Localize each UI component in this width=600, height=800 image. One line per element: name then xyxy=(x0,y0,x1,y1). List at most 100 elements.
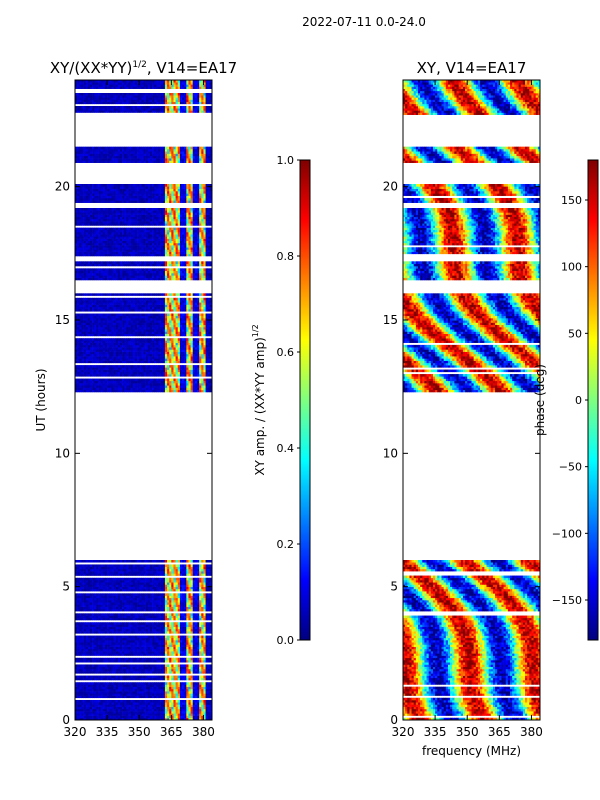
panel-amp-cell xyxy=(113,365,116,368)
panel-amp-cell xyxy=(190,568,194,572)
panel-amp-cell xyxy=(79,708,82,712)
panel-amp-cell xyxy=(113,668,116,672)
panel-amp-cell xyxy=(137,602,140,605)
panel-amp-cell xyxy=(152,626,155,630)
panel-amp-cell xyxy=(98,349,101,352)
panel-amp-title-main: XY/(XX*YY) xyxy=(50,59,133,77)
panel-amp-cell xyxy=(192,708,196,712)
panel-amp-cell xyxy=(134,624,138,627)
panel-amp-cell xyxy=(117,664,121,667)
panel-amp-cell xyxy=(100,706,104,710)
panel-amp-cell xyxy=(79,668,82,672)
panel-amp-cell xyxy=(184,617,187,621)
panel-amp-cell xyxy=(158,651,161,654)
panel-amp-cell xyxy=(149,349,153,352)
panel-amp-cell xyxy=(173,573,176,576)
panel-amp-cell xyxy=(109,568,112,572)
panel-amp-cell xyxy=(143,602,146,605)
panel-amp-cell xyxy=(77,644,80,647)
panel-amp-cell xyxy=(179,637,183,641)
panel-amp-cell xyxy=(92,715,95,719)
panel-amp-cell xyxy=(149,617,153,621)
panel-amp-cell xyxy=(134,604,138,607)
panel-amp-cell xyxy=(177,577,181,581)
panel-amp-cell xyxy=(104,566,108,570)
panel-amp-cell xyxy=(107,593,110,596)
panel-amp-cell xyxy=(188,711,191,714)
panel-amp-cell xyxy=(81,671,84,674)
panel-amp-cell xyxy=(152,682,155,685)
panel-amp-cell xyxy=(94,677,97,681)
panel-amp-cell xyxy=(94,715,97,719)
panel-amp-cell xyxy=(205,374,209,377)
panel-amp-cell xyxy=(164,371,168,375)
panel-amp-cell xyxy=(81,560,84,563)
panel-amp-cell xyxy=(156,617,159,621)
panel-amp-cell xyxy=(122,668,125,672)
panel-amp-cell xyxy=(92,560,95,563)
panel-amp-cell xyxy=(85,349,89,352)
panel-amp-cell xyxy=(92,351,95,355)
panel-amp-cell xyxy=(102,566,106,570)
panel-amp-cell xyxy=(147,568,151,572)
panel-amp-cell xyxy=(109,353,112,357)
panel-amp-cell xyxy=(197,358,200,361)
panel-amp-cell xyxy=(156,389,159,393)
panel-amp-cell xyxy=(141,708,144,712)
panel-amp-cell xyxy=(139,651,142,654)
panel-amp-cell xyxy=(173,374,176,377)
panel-amp-cell xyxy=(85,387,89,391)
panel-amp-cell xyxy=(201,708,204,712)
panel-amp-cell xyxy=(132,604,136,607)
panel-amp-cell xyxy=(141,693,144,696)
panel-amp-cell xyxy=(182,631,185,634)
panel-amp-cell xyxy=(184,717,187,720)
panel-amp-cell xyxy=(194,657,198,661)
panel-amp-cell xyxy=(177,648,181,652)
panel-amp-cell xyxy=(83,677,86,681)
panel-amp-cell xyxy=(141,613,144,616)
panel-amp-cell xyxy=(124,564,127,567)
panel-amp-cell xyxy=(122,353,125,357)
panel-amp-cell xyxy=(111,360,114,364)
panel-amp-cell xyxy=(167,358,170,361)
panel-amp-cell xyxy=(102,628,106,632)
panel-amp-cell xyxy=(79,387,82,391)
panel-amp-cell xyxy=(75,568,78,572)
panel-amp-cell xyxy=(119,660,123,663)
panel-amp-cell xyxy=(83,631,86,634)
panel-amp-cell xyxy=(132,385,136,388)
panel-amp-cell xyxy=(100,622,104,625)
panel-amp-cell xyxy=(107,642,110,645)
panel-amp-cell xyxy=(89,367,93,370)
panel-amp-cell xyxy=(128,644,131,647)
panel-amp-cell xyxy=(83,353,86,357)
panel-amp-cell xyxy=(184,622,187,625)
panel-amp-cell xyxy=(197,374,200,377)
panel-amp-cell xyxy=(207,695,211,699)
panel-amp-cell xyxy=(175,706,179,710)
panel-amp-cell xyxy=(147,708,151,712)
panel-amp-cell xyxy=(152,715,155,719)
panel-amp-cell xyxy=(85,713,89,716)
panel-amp-cell xyxy=(188,353,191,357)
panel-amp-cell xyxy=(137,657,140,661)
panel-amp-cell xyxy=(149,593,153,596)
panel-amp-cell xyxy=(205,664,209,667)
panel-amp-cell xyxy=(186,613,189,616)
panel-amp-cell xyxy=(92,371,95,375)
panel-amp-cell xyxy=(122,648,125,652)
panel-amp-cell xyxy=(134,577,138,581)
panel-amp-cell xyxy=(188,349,191,352)
panel-amp-cell xyxy=(154,367,157,370)
panel-amp-cell xyxy=(175,700,179,703)
panel-amp-cell xyxy=(126,615,129,619)
panel-amp-cell xyxy=(83,693,86,696)
panel-amp-cell xyxy=(83,651,86,654)
panel-amp-cell xyxy=(164,617,168,621)
panel-amp-cell xyxy=(203,706,206,710)
panel-amp-cell xyxy=(160,595,164,599)
panel-amp-cell xyxy=(152,349,155,352)
panel-amp-cell xyxy=(119,353,123,357)
panel-amp-cell xyxy=(175,566,179,570)
